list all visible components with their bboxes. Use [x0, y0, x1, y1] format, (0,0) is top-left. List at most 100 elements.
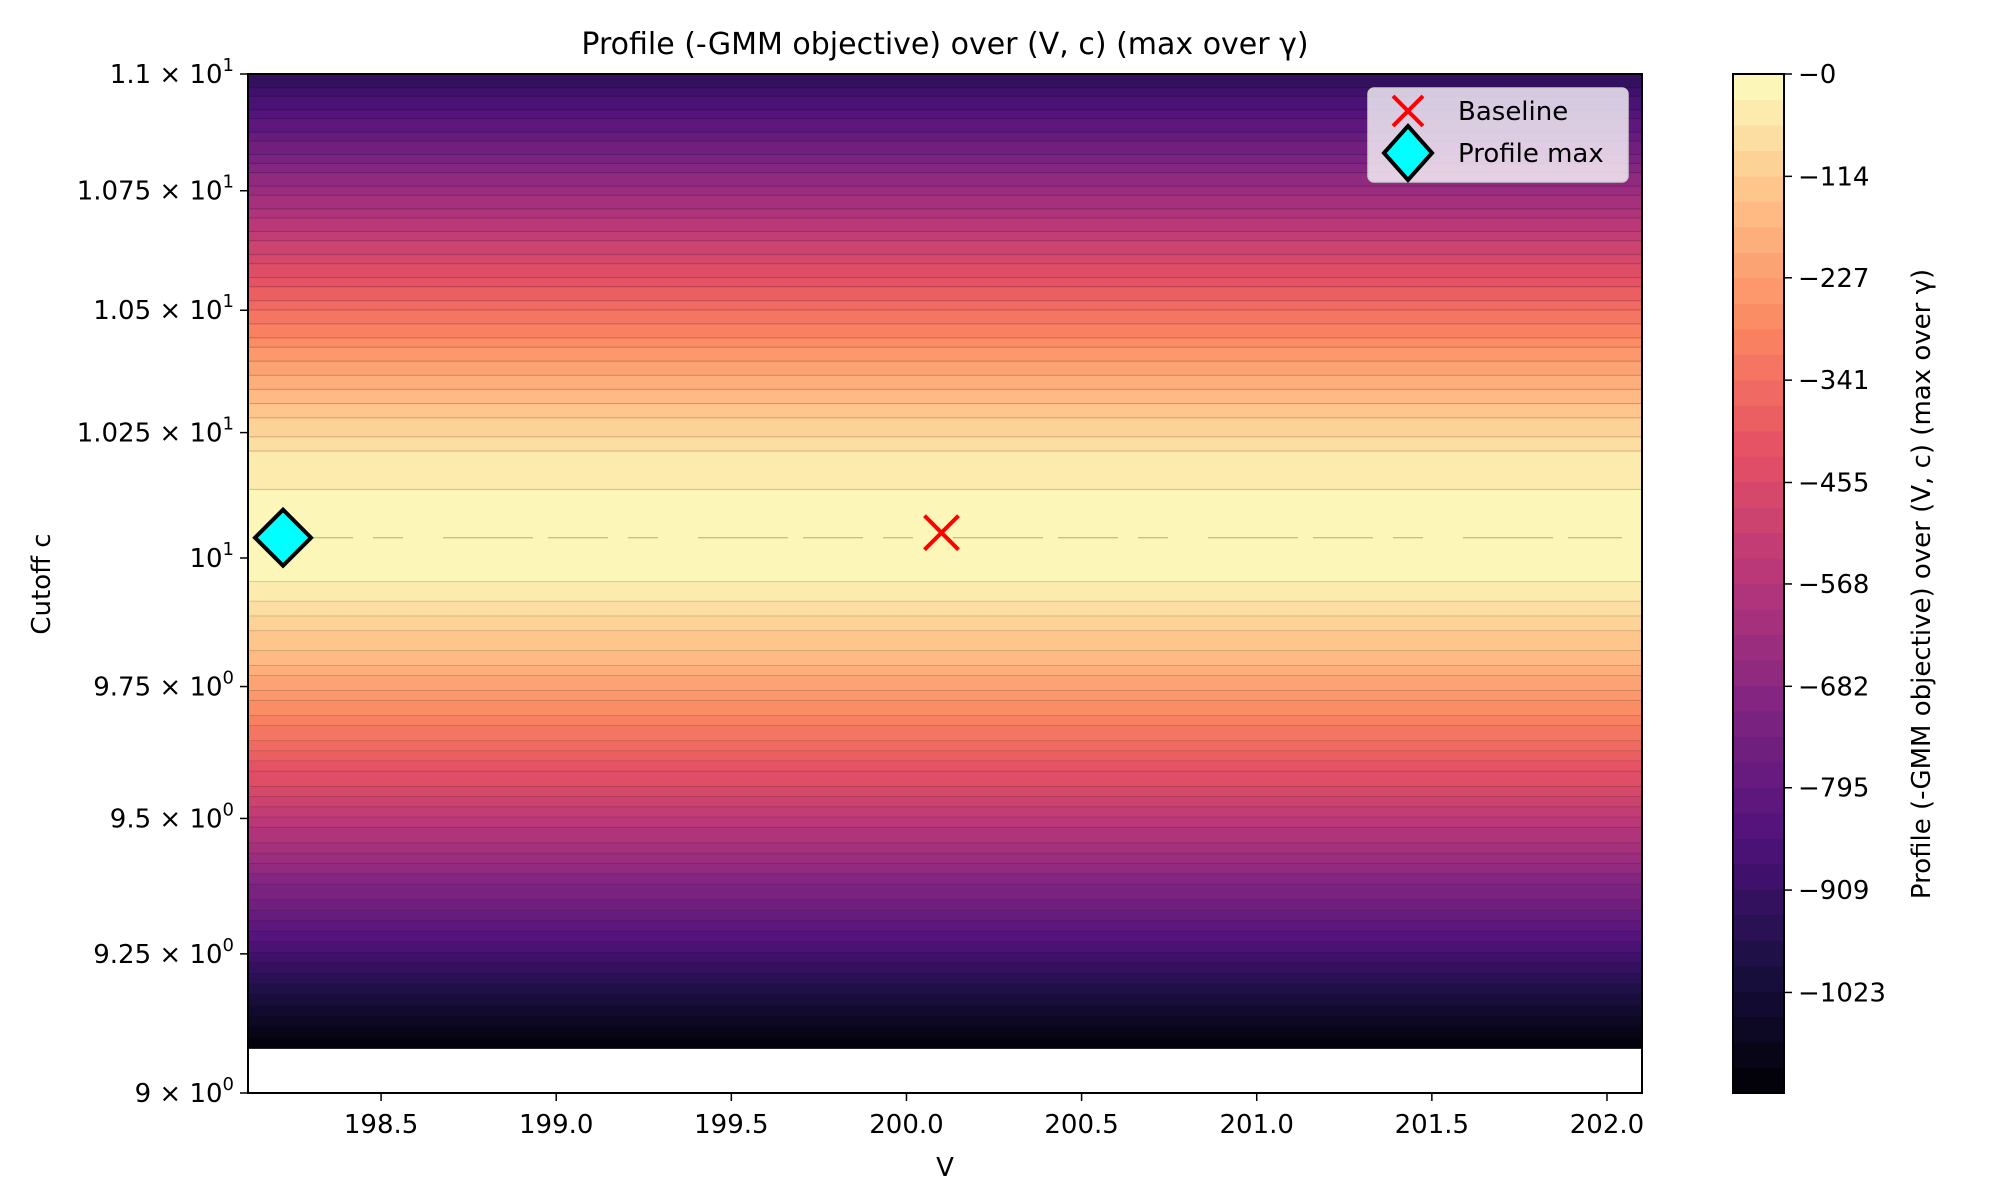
- x-axis-label: V: [936, 1153, 954, 1183]
- heatmap-band: [248, 537, 1642, 544]
- y-tick-label: 1.075 × 101: [77, 172, 234, 207]
- y-tick-label: 9 × 100: [135, 1074, 234, 1109]
- heatmap-band: [248, 812, 1642, 818]
- heatmap-band: [248, 109, 1642, 115]
- heatmap-band: [248, 1021, 1642, 1028]
- colorbar-band: [1733, 558, 1784, 585]
- heatmap-band: [248, 523, 1642, 529]
- heatmap-band: [248, 370, 1642, 377]
- heatmap-band: [248, 620, 1642, 627]
- colorbar-band: [1733, 124, 1784, 152]
- heatmap-band: [248, 375, 1642, 381]
- heatmap-band: [248, 403, 1642, 410]
- heatmap-band: [248, 899, 1642, 906]
- heatmap-band: [248, 822, 1642, 829]
- heatmap-band: [248, 365, 1642, 372]
- colorbar-band: [1733, 430, 1784, 457]
- heatmap-band: [248, 791, 1642, 798]
- colorbar-band: [1733, 150, 1784, 177]
- heatmap-band: [248, 625, 1642, 632]
- heatmap-band: [248, 680, 1642, 687]
- heatmap-band: [248, 158, 1642, 165]
- heatmap-band: [248, 796, 1642, 803]
- heatmap-band: [248, 1005, 1642, 1012]
- heatmap-band: [248, 254, 1642, 260]
- colorbar-tick-label: −682: [1798, 672, 1869, 702]
- heatmap-band: [248, 542, 1642, 549]
- heatmap-band: [248, 640, 1642, 647]
- colorbar-band: [1733, 914, 1784, 941]
- heatmap-band: [248, 968, 1642, 975]
- heatmap-band: [248, 118, 1642, 124]
- colorbar-band: [1733, 379, 1784, 406]
- heatmap-band: [248, 557, 1642, 563]
- heatmap-band: [248, 999, 1642, 1007]
- heatmap-band: [248, 319, 1642, 325]
- heatmap-band: [248, 884, 1642, 891]
- heatmap-band: [248, 470, 1642, 476]
- heatmap-band: [248, 499, 1642, 505]
- colorbar-band: [1733, 889, 1784, 916]
- colorbar-band: [1733, 201, 1784, 228]
- y-tick-label: 1.05 × 101: [93, 291, 234, 326]
- heatmap-band: [248, 379, 1642, 386]
- heatmap-band: [248, 356, 1642, 362]
- colorbar-band: [1733, 1042, 1784, 1069]
- colorbar-band: [1733, 74, 1784, 101]
- colorbar-band: [1733, 863, 1784, 890]
- y-tick-label: 9.25 × 100: [93, 935, 234, 970]
- heatmap-band: [248, 427, 1642, 433]
- heatmap-band: [248, 994, 1642, 1001]
- heatmap-band: [248, 879, 1642, 886]
- heatmap-band: [248, 431, 1642, 438]
- colorbar-band: [1733, 608, 1784, 636]
- colorbar-band: [1733, 405, 1784, 432]
- colorbar-band: [1733, 99, 1784, 126]
- heatmap-band: [248, 91, 1642, 98]
- heatmap-band: [248, 740, 1642, 747]
- heatmap-band: [248, 675, 1642, 682]
- x-tick-label: 199.0: [519, 1110, 593, 1140]
- colorbar-band: [1733, 685, 1784, 712]
- heatmap-band: [248, 195, 1642, 201]
- heatmap-band: [248, 630, 1642, 637]
- x-tick-label: 201.5: [1395, 1110, 1469, 1140]
- heatmap-band: [248, 771, 1642, 778]
- heatmap-band: [248, 552, 1642, 558]
- y-axis-label: Cutoff c: [27, 533, 57, 634]
- heatmap-band: [248, 236, 1642, 242]
- heatmap-band: [248, 231, 1642, 237]
- heatmap-band: [248, 263, 1642, 270]
- heatmap-band: [248, 1037, 1642, 1044]
- heatmap-band: [248, 735, 1642, 742]
- heatmap-band: [248, 249, 1642, 256]
- heatmap-band: [248, 931, 1642, 938]
- heatmap-band: [248, 136, 1642, 142]
- heatmap-band: [248, 451, 1642, 457]
- heatmap-band: [248, 858, 1642, 865]
- colorbar-band: [1733, 991, 1784, 1018]
- y-tick-label: 1.1 × 101: [110, 55, 234, 90]
- heatmap-band: [248, 190, 1642, 196]
- heatmap-band: [248, 700, 1642, 707]
- legend-profile-max-icon: [1381, 122, 1435, 184]
- y-tick-label: 101: [189, 539, 234, 574]
- colorbar-tick-label: −795: [1798, 774, 1869, 804]
- x-tick-label: 200.0: [869, 1110, 943, 1140]
- heatmap-band: [248, 186, 1642, 192]
- heatmap-band: [248, 1042, 1642, 1049]
- colorbar-tick-label: −568: [1798, 570, 1869, 600]
- heatmap-band: [248, 957, 1642, 964]
- colorbar-band: [1733, 1067, 1784, 1094]
- heatmap-band: [248, 868, 1642, 875]
- heatmap-band: [248, 853, 1642, 860]
- heatmap-band: [248, 323, 1642, 330]
- heatmap-band: [248, 384, 1642, 391]
- heatmap-band: [248, 114, 1642, 120]
- colorbar-label: Profile (-GMM objective) over (V, c) (ma…: [1907, 269, 1937, 899]
- heatmap-band: [248, 941, 1642, 948]
- x-tick-label: 201.0: [1220, 1110, 1294, 1140]
- colorbar-band: [1733, 532, 1784, 559]
- heatmap-band: [248, 100, 1642, 106]
- heatmap-band: [248, 761, 1642, 767]
